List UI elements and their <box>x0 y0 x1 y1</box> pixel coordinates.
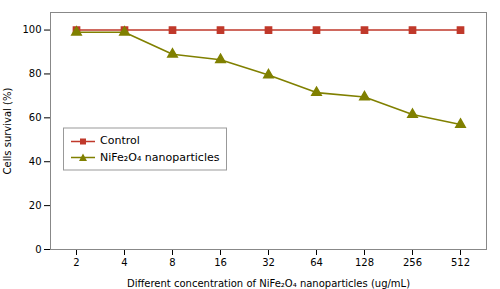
svg-text:0: 0 <box>35 244 41 255</box>
svg-text:80: 80 <box>29 68 42 79</box>
html-text:Control: Control <box>100 134 140 147</box>
html-text:NiFe₂O₄ nanoparticles: NiFe₂O₄ nanoparticles <box>100 150 220 164</box>
svg-text:60: 60 <box>29 112 42 123</box>
svg-text:128: 128 <box>355 257 374 268</box>
svg-text:16: 16 <box>214 257 227 268</box>
svg-text:20: 20 <box>29 200 42 211</box>
svg-text:32: 32 <box>262 257 275 268</box>
svg-text:4: 4 <box>121 257 127 268</box>
svg-text:100: 100 <box>22 24 41 35</box>
svg-text:40: 40 <box>29 156 42 167</box>
svg-text:2: 2 <box>73 257 79 268</box>
svg-text:8: 8 <box>169 257 175 268</box>
svg-text:256: 256 <box>403 257 422 268</box>
svg-text:Different concentration of NiF: Different concentration of NiFe₂O₄ nanop… <box>127 278 410 289</box>
svg-text:Cells survival (%): Cells survival (%) <box>2 88 13 175</box>
svg-text:64: 64 <box>310 257 323 268</box>
svg-text:512: 512 <box>451 257 470 268</box>
